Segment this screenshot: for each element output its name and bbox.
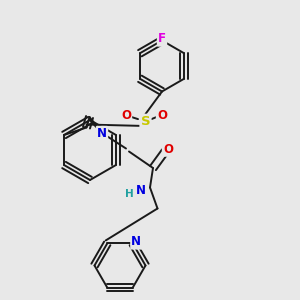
Text: F: F: [158, 32, 166, 46]
Text: N: N: [131, 236, 141, 248]
Text: N: N: [97, 127, 107, 140]
Text: S: S: [141, 115, 150, 128]
Text: O: O: [121, 109, 131, 122]
Text: N: N: [136, 184, 146, 197]
Text: H: H: [125, 189, 134, 199]
Text: O: O: [157, 109, 167, 122]
Text: O: O: [163, 142, 173, 156]
